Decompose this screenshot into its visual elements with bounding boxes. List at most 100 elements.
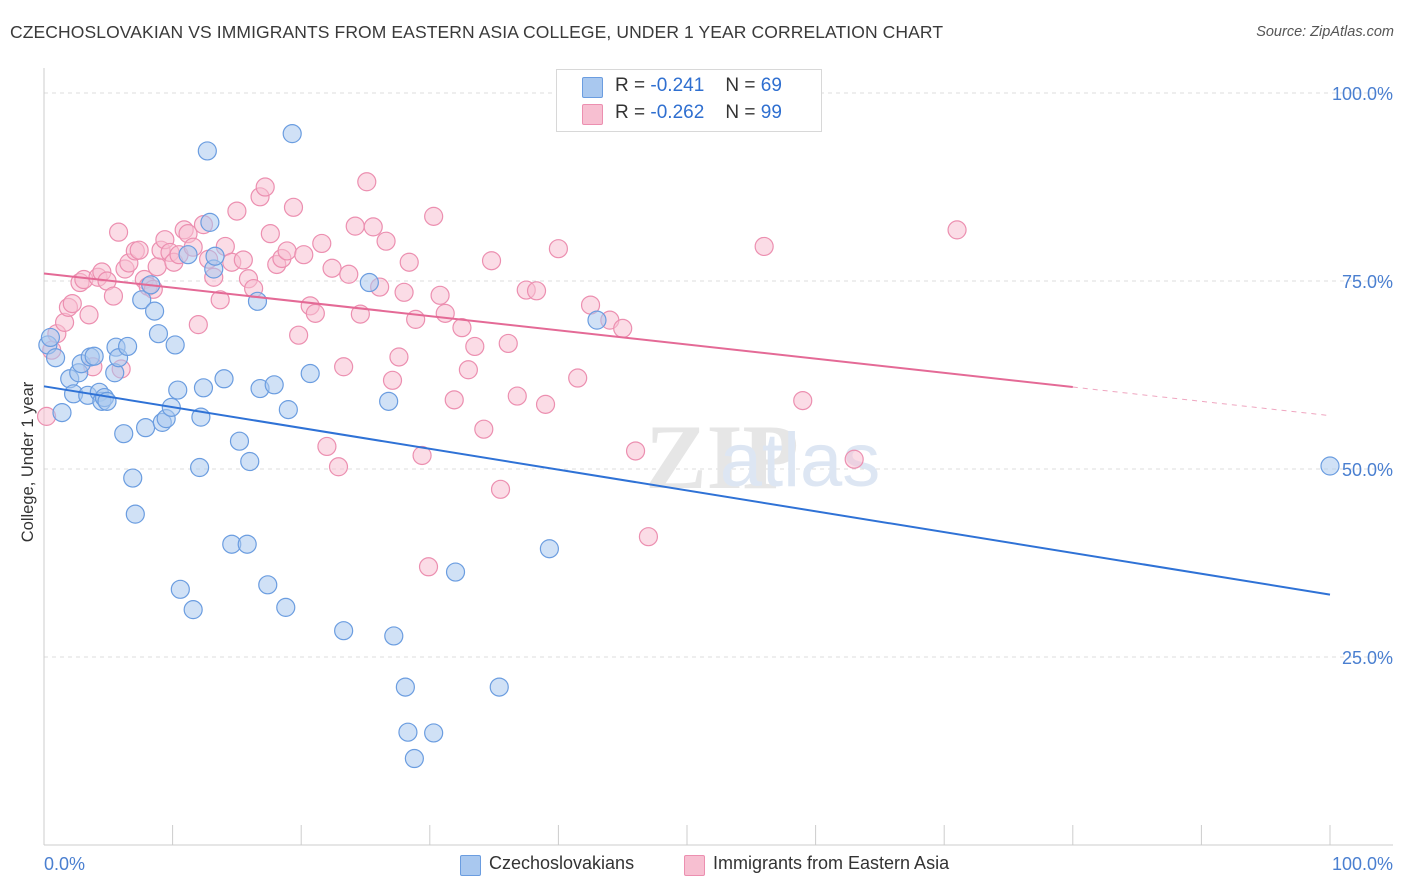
point-czechoslovakians [258,575,278,595]
point-eastern-asia [498,333,518,354]
point-eastern-asia [283,197,304,217]
x-tick-label: 0.0% [44,854,85,874]
point-eastern-asia [474,419,494,439]
point-eastern-asia [147,257,167,277]
r-value: -0.262 [650,102,705,123]
point-czechoslovakians [300,363,320,384]
point-eastern-asia [376,231,396,251]
point-czechoslovakians [168,380,188,400]
point-eastern-asia [481,251,502,271]
point-eastern-asia [334,357,354,377]
point-czechoslovakians [193,378,214,398]
stats-legend: R = -0.241 N = 69 R = -0.262 N = 99 [556,69,822,132]
point-eastern-asia [382,370,403,390]
legend-label-eastern-asia: Immigrants from Eastern Asia [713,853,950,873]
point-eastern-asia [418,557,439,577]
point-czechoslovakians [148,324,169,344]
source-label: Source: ZipAtlas.com [1256,24,1394,40]
point-czechoslovakians [165,335,185,355]
point-czechoslovakians [40,327,61,348]
point-eastern-asia [363,217,383,237]
point-czechoslovakians [144,301,165,321]
point-eastern-asia [424,206,444,226]
point-czechoslovakians [132,290,152,310]
point-czechoslovakians [276,597,296,617]
point-eastern-asia [625,441,646,461]
n-value: 99 [760,102,782,123]
point-eastern-asia [188,315,208,335]
point-czechoslovakians [205,246,225,266]
point-czechoslovakians [197,141,217,161]
point-eastern-asia [277,241,297,261]
r-label: R = [615,102,646,123]
pink-swatch [582,104,603,125]
point-czechoslovakians [183,600,203,620]
point-eastern-asia [638,527,659,547]
point-eastern-asia [754,236,774,257]
point-czechoslovakians [170,579,190,599]
point-czechoslovakians [384,626,404,646]
point-czechoslovakians [178,245,198,265]
point-czechoslovakians [123,468,143,488]
point-eastern-asia [294,245,314,265]
point-eastern-asia [260,224,280,244]
point-eastern-asia [108,222,129,242]
point-czechoslovakians [379,391,399,411]
point-eastern-asia [389,347,409,367]
point-eastern-asia [317,436,337,457]
trendline-eastern-asia-extension [1072,386,1331,417]
point-eastern-asia [568,368,588,388]
point-eastern-asia [444,390,464,410]
y-tick-label: 100.0% [1332,84,1393,104]
point-czechoslovakians [359,272,379,293]
point-eastern-asia [613,318,633,339]
point-czechoslovakians [214,369,234,389]
point-eastern-asia [844,449,864,469]
point-czechoslovakians [200,212,220,232]
point-czechoslovakians [114,424,134,444]
y-axis-label: College, Under 1 year [19,381,37,542]
point-czechoslovakians [587,310,607,330]
point-eastern-asia [129,240,149,260]
point-czechoslovakians [282,124,302,144]
point-eastern-asia [305,303,325,323]
point-eastern-asia [526,281,547,301]
point-czechoslovakians [404,748,424,769]
point-eastern-asia [233,250,253,270]
point-czechoslovakians [52,403,72,423]
y-tick-label: 75.0% [1342,272,1393,292]
point-eastern-asia [490,479,511,499]
point-eastern-asia [322,258,342,278]
point-eastern-asia [465,336,485,357]
n-label: N = [725,102,756,123]
point-eastern-asia [399,252,419,272]
point-eastern-asia [210,290,230,310]
point-czechoslovakians [334,621,354,641]
point-czechoslovakians [125,504,145,524]
stats-row-blue: R = -0.241 N = 69 [557,74,821,100]
point-czechoslovakians [1320,456,1340,476]
n-label: N = [725,75,756,96]
point-czechoslovakians [84,346,104,366]
point-czechoslovakians [424,723,444,743]
point-eastern-asia [548,239,569,259]
point-eastern-asia [947,220,967,240]
point-eastern-asia [289,325,309,345]
point-eastern-asia [458,360,478,380]
point-czechoslovakians [117,336,138,357]
point-czechoslovakians [237,534,257,554]
point-eastern-asia [345,216,365,236]
point-eastern-asia [62,293,82,314]
point-eastern-asia [412,445,432,466]
point-eastern-asia [535,394,556,414]
point-eastern-asia [793,390,813,411]
point-eastern-asia [452,318,472,338]
point-czechoslovakians [489,677,509,697]
point-czechoslovakians [229,431,250,451]
point-czechoslovakians [247,291,268,311]
point-eastern-asia [507,386,527,406]
r-value: -0.241 [650,75,705,96]
point-czechoslovakians [445,562,466,582]
y-tick-label: 25.0% [1342,648,1393,668]
